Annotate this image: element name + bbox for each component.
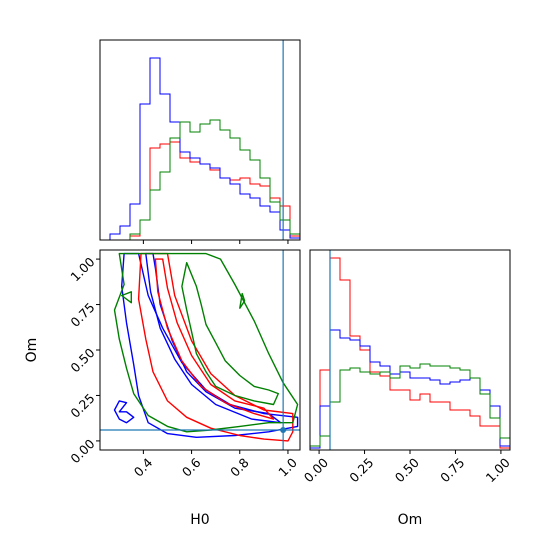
- contour-series-0-inner: [154, 258, 275, 420]
- histogram-series-2: [100, 119, 301, 241]
- histogram-panel-h0: [99, 39, 301, 244]
- histogram-panel-om: 0.00 0.25 0.50 0.75 1.00 Om: [301, 249, 513, 528]
- contour-group: [113, 252, 299, 442]
- x-tick-label: 1.0: [275, 455, 300, 480]
- x-axis-label-h0: H0: [190, 512, 209, 528]
- y-axis-label-om: Om: [24, 338, 40, 363]
- histogram-series-2: [309, 363, 511, 450]
- contour-series-1-blob: [113, 400, 135, 424]
- x-tick-label: 0.25: [346, 455, 376, 485]
- x-tick-label: 0.75: [437, 455, 467, 485]
- contour-series-2-blob: [239, 292, 246, 309]
- y-tick-label: 0.00: [67, 436, 97, 466]
- contour-series-0-outer: [137, 252, 294, 442]
- histogram-series-1: [100, 57, 301, 241]
- x-tick-label: 0.8: [227, 455, 252, 480]
- x-tick-label: 0.6: [179, 455, 204, 480]
- truth-point: [280, 427, 287, 433]
- contour-series-2-outer: [113, 252, 299, 433]
- y-tick-label: 0.75: [67, 300, 97, 330]
- x-tick-label: 1.00: [483, 455, 513, 485]
- x-tick-label: 0.50: [392, 455, 422, 485]
- histogram-series-0: [309, 257, 511, 450]
- contour-series-2-inner: [181, 262, 279, 406]
- contour-panel-h0-om: 0.4 0.6 0.8 1.0 0.00 0.25 0.50 0.75 1.00 H0 Om: [24, 249, 301, 528]
- x-axis-label-om: Om: [398, 512, 423, 528]
- y-tick-label: 0.25: [67, 391, 97, 421]
- contour-series-2-blob: [121, 291, 132, 304]
- x-tick-label: 0.4: [131, 455, 156, 480]
- y-tick-label: 0.50: [67, 345, 97, 375]
- y-tick-label: 1.00: [67, 254, 97, 284]
- contour-series-1-outer: [121, 252, 299, 438]
- axis-frame: [99, 39, 301, 241]
- x-tick-label: 0.00: [301, 455, 331, 485]
